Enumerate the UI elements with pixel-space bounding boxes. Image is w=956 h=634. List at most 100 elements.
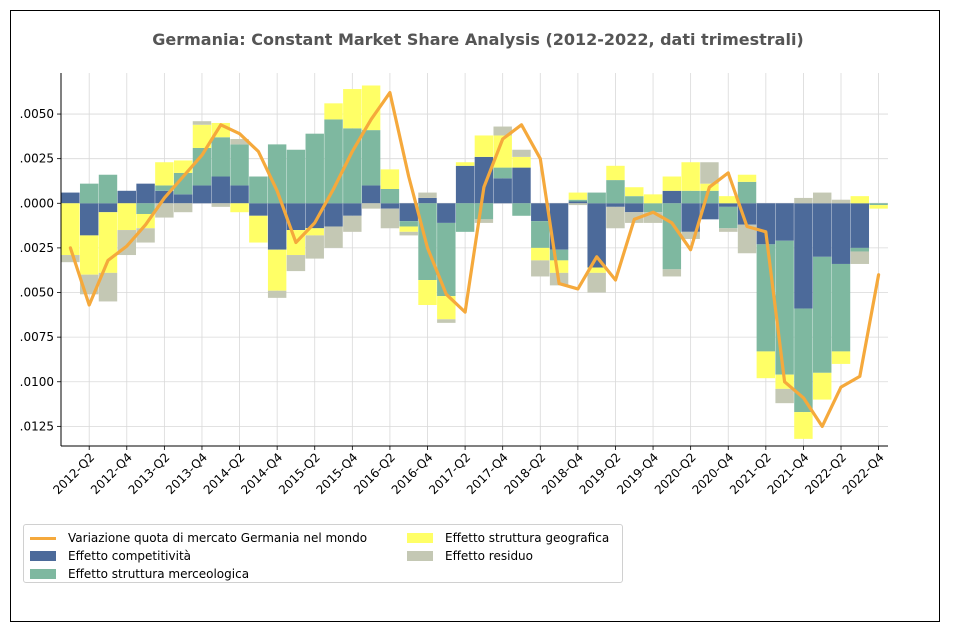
bar-segment-s2-2014-Q4 (267, 249, 287, 291)
bar-segment-s3-2013-Q3 (173, 203, 193, 213)
bar-segment-s3-2017-Q4 (493, 126, 512, 136)
bar-segment-s2-2016-Q4 (418, 280, 437, 306)
bar-segment-s3-2012-Q1 (61, 255, 80, 263)
y-tick-label: .0075 (20, 330, 54, 344)
bar-segment-s0-2017-Q3 (474, 156, 494, 204)
bar-segment-s2-2020-Q1 (662, 176, 682, 191)
legend-label-merceologica: Effetto struttura merceologica (68, 567, 250, 581)
bar-segment-s2-2016-Q3 (399, 226, 418, 232)
bar-segment-s3-2015-Q3 (324, 226, 343, 248)
bar-segment-s0-2014-Q4 (267, 203, 287, 250)
bar-segment-s0-2014-Q1 (211, 176, 230, 204)
bar-segment-s0-2015-Q3 (324, 203, 343, 227)
bar-segment-s0-2013-Q3 (173, 194, 193, 204)
bar-segment-s0-2018-Q3 (549, 203, 569, 250)
bar-segment-s3-2021-Q3 (775, 388, 794, 404)
bar-segment-s2-2018-Q3 (549, 260, 569, 273)
bar-segment-s0-2017-Q4 (493, 178, 512, 204)
bar-segment-s2-2022-Q3 (850, 196, 870, 204)
y-tick-label: .0025 (20, 152, 54, 166)
bar-segment-s3-2019-Q4 (643, 212, 663, 223)
bar-segment-s2-2014-Q2 (230, 203, 249, 213)
legend-label-residuo: Effetto residuo (445, 549, 534, 563)
bar-segment-s3-2013-Q4 (192, 121, 212, 125)
bar-segment-s2-2020-Q2 (681, 162, 700, 191)
y-tick-label: .0050 (20, 107, 54, 121)
bar-segment-s1-2022-Q2 (831, 263, 851, 352)
bar-segment-s1-2017-Q1 (437, 222, 456, 297)
bar-segment-s1-2014-Q4 (267, 144, 287, 204)
bar-segment-s2-2015-Q2 (305, 228, 324, 236)
grid-layer (61, 73, 888, 446)
bar-segment-s1-2017-Q4 (493, 167, 512, 179)
legend-swatch-merceologica (30, 569, 56, 579)
bar-segment-s0-2013-Q4 (192, 185, 212, 204)
bar-segment-s3-2016-Q4 (418, 192, 437, 198)
bar-segment-s2-2019-Q3 (625, 187, 644, 197)
bar-segment-s2-2016-Q2 (380, 169, 400, 190)
bar-segment-s3-2021-Q4 (794, 197, 813, 204)
bar-segment-s1-2022-Q3 (850, 247, 870, 252)
bar-segment-s1-2017-Q3 (474, 203, 494, 220)
bar-segment-s0-2019-Q3 (625, 203, 644, 213)
bar-segment-s3-2018-Q2 (531, 260, 550, 277)
bar-segment-s2-2021-Q4 (794, 412, 813, 439)
bar-segment-s3-2016-Q3 (399, 231, 418, 236)
bar-segment-s1-2019-Q2 (606, 180, 625, 204)
bar-segment-s0-2014-Q3 (249, 203, 268, 216)
bar-segment-s1-2019-Q1 (587, 192, 606, 204)
bar-segment-s1-2020-Q1 (662, 203, 682, 270)
bar-segment-s0-2022-Q1 (813, 203, 832, 257)
bar-segment-s0-2018-Q1 (512, 167, 531, 204)
bar-segment-s0-2019-Q2 (606, 203, 625, 207)
bar-segment-s1-2014-Q2 (230, 144, 249, 186)
y-tick-label: .0100 (20, 375, 54, 389)
bar-segment-s2-2022-Q2 (831, 351, 851, 364)
bar-segment-s3-2018-Q1 (512, 149, 531, 157)
legend-swatch-line (30, 537, 56, 540)
bar-segment-s3-2014-Q1 (211, 203, 230, 207)
y-tick-label: .0025 (20, 241, 54, 255)
bar-segment-s3-2021-Q1 (737, 224, 757, 254)
bar-segment-s2-2014-Q3 (249, 215, 268, 243)
bar-segment-s2-2018-Q1 (512, 156, 531, 168)
bar-segment-s1-2021-Q3 (775, 240, 794, 375)
y-tick-label: .0000 (20, 196, 54, 210)
bar-segment-s3-2018-Q4 (568, 203, 588, 206)
bar-segment-s3-2020-Q3 (700, 162, 719, 184)
bar-segment-s0-2012-Q1 (61, 192, 80, 204)
bar-segment-s1-2021-Q4 (794, 308, 813, 413)
legend-swatch-geografica (407, 533, 433, 543)
bar-segment-s1-2013-Q1 (136, 203, 155, 214)
bar-segment-s0-2016-Q4 (418, 197, 437, 204)
bar-segment-s0-2020-Q4 (719, 203, 738, 207)
bar-segment-s2-2020-Q4 (719, 196, 738, 204)
bar-segment-s1-2022-Q1 (813, 256, 832, 373)
bar-segment-s3-2012-Q3 (98, 272, 118, 302)
bar-segment-s1-2018-Q2 (531, 221, 550, 248)
bar-segment-s0-2014-Q2 (230, 185, 249, 204)
bar-segment-s3-2016-Q2 (380, 208, 400, 229)
bar-segment-s3-2020-Q1 (662, 269, 682, 277)
bar-segment-s3-2022-Q3 (850, 251, 870, 264)
legend-swatch-competitivita (30, 551, 56, 561)
bar-segment-s2-2012-Q1 (61, 203, 80, 256)
bar-segment-s2-2019-Q4 (643, 194, 663, 204)
bar-segment-s3-2015-Q4 (343, 215, 362, 232)
bar-segment-s0-2020-Q1 (662, 190, 682, 204)
bar-segment-s3-2016-Q1 (361, 203, 381, 209)
y-tick-label: .0125 (20, 419, 54, 433)
bar-segment-s0-2021-Q4 (794, 203, 813, 309)
bar-segment-s1-2022-Q4 (869, 203, 888, 206)
bar-segment-s3-2020-Q4 (719, 228, 738, 232)
bar-segment-s2-2022-Q4 (869, 205, 888, 209)
bar-segment-s2-2021-Q2 (756, 351, 776, 379)
legend-label-line: Variazione quota di mercato Germania nel… (68, 531, 368, 545)
bar-segment-s0-2021-Q2 (756, 203, 776, 245)
y-tick-label: .0050 (20, 286, 54, 300)
chart-title: Germania: Constant Market Share Analysis… (152, 30, 804, 49)
bars-layer (61, 85, 888, 439)
bar-segment-s2-2021-Q1 (737, 174, 757, 182)
bar-segment-s1-2020-Q4 (719, 206, 738, 229)
bar-segment-s1-2015-Q4 (343, 128, 362, 204)
